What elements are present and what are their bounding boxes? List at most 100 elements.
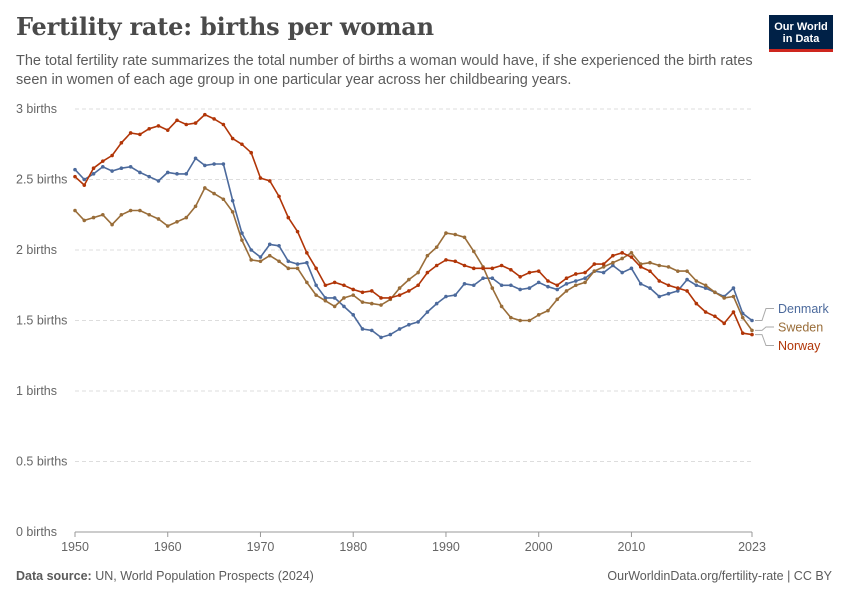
data-point-denmark[interactable] <box>638 282 643 286</box>
data-point-sweden[interactable] <box>573 283 578 288</box>
data-point-denmark[interactable] <box>212 162 216 166</box>
data-point-norway[interactable] <box>407 289 411 293</box>
data-point-norway[interactable] <box>267 179 272 183</box>
data-point-sweden[interactable] <box>546 308 550 313</box>
data-point-sweden[interactable] <box>601 265 606 269</box>
data-point-denmark[interactable] <box>536 280 541 285</box>
data-point-denmark[interactable] <box>110 169 114 173</box>
data-point-sweden[interactable] <box>82 218 87 223</box>
data-point-norway[interactable] <box>193 121 198 125</box>
data-point-norway[interactable] <box>91 166 96 171</box>
data-point-denmark[interactable] <box>305 260 309 265</box>
data-point-denmark[interactable] <box>471 283 476 288</box>
data-point-sweden[interactable] <box>453 232 458 237</box>
data-point-norway[interactable] <box>657 279 662 283</box>
data-point-sweden[interactable] <box>416 270 420 275</box>
data-point-norway[interactable] <box>110 153 114 158</box>
data-point-denmark[interactable] <box>676 289 680 293</box>
data-point-norway[interactable] <box>527 270 532 275</box>
data-point-norway[interactable] <box>499 263 504 268</box>
data-point-sweden[interactable] <box>694 279 699 283</box>
data-point-norway[interactable] <box>314 266 318 271</box>
data-point-denmark[interactable] <box>230 198 235 203</box>
series-line-norway[interactable] <box>74 113 753 336</box>
data-point-denmark[interactable] <box>509 283 513 288</box>
data-point-denmark[interactable] <box>666 291 671 296</box>
data-point-sweden[interactable] <box>722 296 726 300</box>
data-point-sweden[interactable] <box>203 186 207 190</box>
data-point-norway[interactable] <box>434 263 439 268</box>
data-point-norway[interactable] <box>369 289 374 293</box>
data-point-norway[interactable] <box>638 265 643 269</box>
data-point-denmark[interactable] <box>267 242 272 247</box>
series-line-denmark[interactable] <box>74 157 753 339</box>
data-point-norway[interactable] <box>620 251 624 255</box>
data-point-denmark[interactable] <box>314 283 318 288</box>
data-point-denmark[interactable] <box>203 163 207 168</box>
data-point-denmark[interactable] <box>175 172 179 176</box>
data-point-sweden[interactable] <box>731 294 736 299</box>
data-point-norway[interactable] <box>221 122 226 127</box>
data-point-norway[interactable] <box>416 283 420 288</box>
data-point-denmark[interactable] <box>277 243 281 248</box>
data-point-denmark[interactable] <box>629 266 634 271</box>
data-point-denmark[interactable] <box>193 156 198 161</box>
data-point-denmark[interactable] <box>694 283 699 288</box>
data-point-sweden[interactable] <box>407 277 411 282</box>
data-point-denmark[interactable] <box>323 296 328 300</box>
data-point-sweden[interactable] <box>323 298 328 303</box>
data-point-norway[interactable] <box>249 150 254 155</box>
data-point-denmark[interactable] <box>657 294 662 299</box>
data-point-denmark[interactable] <box>499 283 504 288</box>
data-point-denmark[interactable] <box>82 177 87 182</box>
data-point-norway[interactable] <box>731 310 736 314</box>
data-point-denmark[interactable] <box>407 322 411 327</box>
data-point-sweden[interactable] <box>462 235 467 240</box>
data-point-norway[interactable] <box>611 253 615 258</box>
data-point-sweden[interactable] <box>657 263 662 268</box>
data-point-sweden[interactable] <box>499 304 504 309</box>
series-line-sweden[interactable] <box>74 187 753 331</box>
data-point-sweden[interactable] <box>713 290 717 295</box>
data-point-norway[interactable] <box>184 122 189 127</box>
data-source-text[interactable]: UN, World Population Prospects (2024) <box>95 569 314 583</box>
data-point-denmark[interactable] <box>731 286 736 290</box>
data-point-sweden[interactable] <box>379 303 383 307</box>
data-point-sweden[interactable] <box>360 300 365 304</box>
data-point-sweden[interactable] <box>369 301 374 306</box>
data-point-sweden[interactable] <box>490 286 495 290</box>
legend-label-norway[interactable]: Norway <box>778 339 821 353</box>
data-point-denmark[interactable] <box>379 335 383 340</box>
data-point-norway[interactable] <box>601 262 606 266</box>
data-point-sweden[interactable] <box>295 266 300 271</box>
data-point-sweden[interactable] <box>175 220 179 224</box>
data-point-sweden[interactable] <box>73 208 77 213</box>
data-point-norway[interactable] <box>564 276 569 281</box>
data-point-norway[interactable] <box>453 259 458 264</box>
data-point-norway[interactable] <box>573 272 578 276</box>
data-point-denmark[interactable] <box>601 270 606 275</box>
data-point-denmark[interactable] <box>128 165 133 169</box>
data-point-norway[interactable] <box>305 251 309 255</box>
data-point-denmark[interactable] <box>258 255 263 259</box>
data-point-denmark[interactable] <box>351 313 356 317</box>
data-point-denmark[interactable] <box>184 172 189 176</box>
data-point-norway[interactable] <box>101 159 105 163</box>
legend-label-sweden[interactable]: Sweden <box>778 321 823 335</box>
data-point-sweden[interactable] <box>91 215 96 220</box>
data-point-sweden[interactable] <box>629 251 634 255</box>
data-point-sweden[interactable] <box>147 212 151 217</box>
data-point-sweden[interactable] <box>527 318 532 323</box>
data-point-sweden[interactable] <box>666 265 671 269</box>
data-point-sweden[interactable] <box>434 245 439 249</box>
data-point-sweden[interactable] <box>536 313 541 317</box>
data-point-norway[interactable] <box>156 124 161 128</box>
data-point-norway[interactable] <box>648 269 652 273</box>
data-point-norway[interactable] <box>462 263 467 268</box>
data-point-sweden[interactable] <box>703 283 708 288</box>
data-point-norway[interactable] <box>295 229 300 234</box>
data-point-denmark[interactable] <box>221 162 226 166</box>
data-point-sweden[interactable] <box>750 328 754 333</box>
data-point-denmark[interactable] <box>444 294 448 299</box>
data-point-sweden[interactable] <box>138 208 142 213</box>
